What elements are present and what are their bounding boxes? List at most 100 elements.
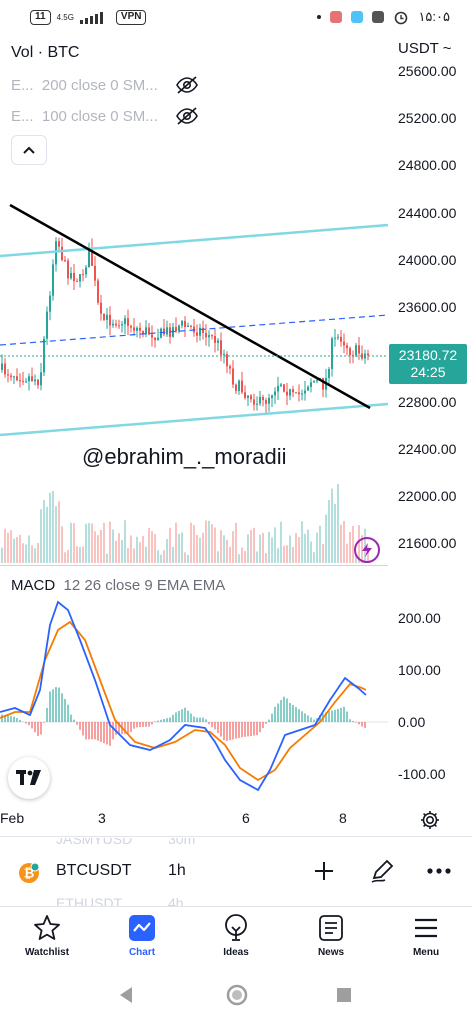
volume-bar	[184, 552, 186, 563]
candle-body	[331, 338, 333, 370]
channel-upper-line[interactable]	[0, 223, 388, 258]
channel-midline[interactable]	[0, 314, 388, 346]
price-axis-label: 22800.00	[398, 394, 457, 410]
volume-bar	[127, 548, 129, 563]
volume-bar	[250, 529, 252, 563]
volume-bar	[208, 520, 210, 563]
histogram-bar	[58, 687, 60, 722]
nav-news[interactable]: News	[291, 913, 371, 958]
nav-menu[interactable]: Menu	[386, 913, 466, 958]
volume-bar	[148, 527, 150, 563]
nav-ideas[interactable]: Ideas	[196, 913, 276, 958]
histogram-bar	[298, 709, 300, 722]
symbol-button[interactable]: BTCUSDT	[56, 862, 132, 879]
interval-button[interactable]: 1h	[168, 862, 186, 879]
volume-bar	[34, 548, 36, 563]
volume-bar	[199, 537, 201, 563]
back-icon[interactable]	[118, 986, 134, 1004]
candle-body	[346, 345, 348, 349]
volume-bar	[217, 551, 219, 563]
macd-chart[interactable]	[0, 566, 388, 806]
candle-body	[157, 337, 159, 341]
indicator-legend-row[interactable]: E... 200 close 0 SM...	[11, 76, 198, 94]
candle-body	[310, 382, 312, 387]
macd-legend[interactable]: MACD 12 26 close 9 EMA EMA	[11, 577, 225, 594]
histogram-bar	[259, 722, 261, 733]
candle-body	[361, 353, 363, 359]
chart-title[interactable]: Vol · BTC	[11, 44, 80, 61]
histogram-bar	[109, 722, 111, 746]
histogram-bar	[196, 717, 198, 722]
candle-body	[4, 363, 6, 375]
candle-body	[328, 369, 330, 378]
histogram-bar	[358, 722, 360, 725]
histogram-bar	[199, 717, 201, 722]
histogram-bar	[301, 711, 303, 722]
system-navigation-bar	[0, 968, 472, 1024]
histogram-bar	[193, 716, 195, 722]
indicator-legend-row[interactable]: E... 100 close 0 SM...	[11, 107, 198, 125]
eye-off-icon[interactable]	[175, 105, 199, 127]
chevron-up-icon	[23, 146, 35, 154]
lightbulb-icon	[225, 914, 247, 941]
candle-body	[199, 327, 201, 336]
volume-bar	[7, 532, 9, 563]
trendline[interactable]	[9, 203, 371, 410]
candle-body	[16, 376, 18, 381]
lightning-icon[interactable]	[354, 537, 380, 563]
candle-body	[130, 325, 132, 328]
app-notification-icon	[351, 11, 364, 23]
eye-off-icon[interactable]	[175, 74, 199, 96]
histogram-bar	[34, 722, 36, 733]
currency-selector[interactable]: USDT ~	[398, 40, 452, 57]
candle-body	[79, 274, 81, 282]
volume-bar	[241, 547, 243, 563]
histogram-bar	[286, 698, 288, 722]
candle-body	[259, 396, 261, 404]
add-indicator-button[interactable]	[309, 856, 339, 886]
home-icon[interactable]	[226, 984, 248, 1006]
tradingview-logo[interactable]	[8, 757, 50, 799]
recents-icon[interactable]	[336, 987, 352, 1003]
histogram-bar	[181, 709, 183, 722]
histogram-bar	[55, 687, 57, 722]
histogram-bar	[151, 722, 153, 725]
histogram-bar	[169, 717, 171, 722]
more-options-button[interactable]	[424, 856, 454, 886]
candle-body	[220, 340, 222, 355]
candle-body	[313, 381, 315, 383]
volume-bar	[85, 523, 87, 563]
hamburger-menu-icon	[415, 918, 437, 938]
histogram-bar	[52, 689, 54, 722]
notification-dot-icon	[317, 15, 322, 19]
pane-divider[interactable]	[0, 565, 388, 566]
channel-lower-line[interactable]	[0, 402, 388, 437]
nav-watchlist[interactable]: Watchlist	[7, 913, 87, 958]
candle-body	[145, 327, 147, 335]
candle-body	[166, 327, 168, 335]
candle-body	[1, 363, 3, 370]
volume-bar	[76, 546, 78, 563]
candle-body	[64, 260, 66, 262]
settings-gear-icon[interactable]	[419, 809, 441, 831]
candle-body	[223, 354, 225, 356]
histogram-bar	[289, 702, 291, 722]
candle-body	[208, 335, 210, 338]
volume-bar	[214, 527, 216, 563]
volume-bar	[55, 506, 57, 563]
volume-bar	[298, 537, 300, 563]
volume-bar	[103, 522, 105, 563]
candle-body	[226, 354, 228, 367]
histogram-bar	[220, 722, 222, 737]
histogram-bar	[331, 710, 333, 722]
histogram-bar	[235, 722, 237, 739]
pen-icon	[371, 859, 394, 883]
price-chart[interactable]	[0, 60, 388, 565]
volume-bar	[190, 522, 192, 563]
nav-chart[interactable]: Chart	[102, 913, 182, 958]
drawing-tools-button[interactable]	[367, 856, 397, 886]
candle-body	[349, 348, 351, 356]
collapse-legend-button[interactable]	[11, 135, 47, 165]
volume-bar	[238, 554, 240, 563]
candle-body	[118, 325, 120, 327]
